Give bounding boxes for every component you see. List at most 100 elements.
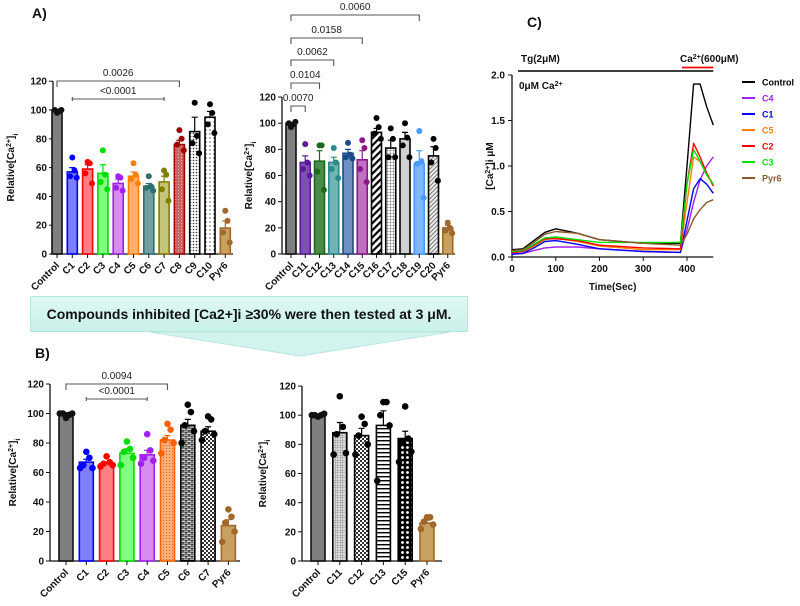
y-tick-label: 20: [285, 527, 297, 538]
data-point: [352, 451, 359, 458]
y-tick-label: 0.5: [491, 207, 505, 218]
data-point: [190, 427, 198, 435]
data-point: [117, 174, 124, 181]
bar-chart-b2: 0 20 40 60 80 100 120 Relative[Ca2+]i Control C11…: [258, 382, 442, 600]
x-tick-label: 0: [509, 264, 515, 275]
bar-control: [285, 122, 297, 255]
data-point: [444, 219, 451, 226]
data-point: [314, 168, 321, 175]
y-tick-label: 80: [265, 145, 277, 156]
data-point: [306, 172, 313, 179]
y-axis-label: Relative[Ca2+]i: [258, 440, 272, 508]
data-point: [426, 513, 434, 521]
y-tick-label: 120: [30, 77, 47, 88]
series-line-c1: [511, 177, 714, 255]
data-point: [140, 454, 148, 462]
legend-label: C1: [762, 110, 774, 120]
y-tick-label: 120: [259, 93, 276, 104]
data-point: [377, 135, 384, 142]
y-tick-label: 120: [27, 380, 44, 391]
bar-c10: [204, 116, 216, 255]
y-tick-label: 20: [36, 221, 48, 232]
data-point: [416, 128, 423, 135]
data-point: [150, 187, 157, 194]
data-point: [342, 154, 349, 161]
data-point: [165, 197, 172, 204]
y-tick-label: 80: [36, 134, 48, 145]
data-point: [398, 438, 406, 445]
data-point: [414, 160, 421, 167]
data-point: [86, 160, 93, 167]
p-value-label: 0.0094: [101, 371, 132, 382]
data-point: [428, 159, 435, 166]
data-point: [196, 150, 203, 157]
x-tick-label: C2: [95, 567, 112, 584]
x-tick-label: C5: [122, 260, 139, 277]
p-value-label: 0.0060: [340, 2, 371, 13]
data-point: [220, 229, 227, 236]
legend-label: C4: [762, 94, 774, 104]
y-tick-label: 2.0: [491, 71, 505, 82]
data-point: [167, 426, 174, 434]
bar-c7: [158, 181, 170, 255]
x-tick-label: C1: [75, 567, 92, 584]
data-point: [402, 120, 408, 127]
data-point: [285, 120, 292, 127]
bar-c15: [397, 437, 414, 562]
data-point: [335, 175, 342, 182]
bar-c1: [78, 461, 95, 562]
data-point: [201, 427, 209, 435]
data-point: [158, 450, 165, 457]
data-point: [442, 227, 449, 234]
data-point: [158, 186, 165, 193]
data-point: [180, 147, 187, 154]
bar-c15: [356, 159, 369, 255]
data-point: [210, 430, 218, 438]
data-point: [207, 416, 215, 423]
data-point: [218, 538, 226, 546]
x-tick-label: C1: [61, 260, 78, 277]
y-tick-label: 0: [270, 250, 276, 261]
data-point: [404, 435, 412, 442]
data-point: [130, 160, 137, 167]
panel-label-b: B): [35, 345, 50, 361]
data-point: [176, 127, 183, 134]
data-point: [328, 165, 335, 172]
data-point: [209, 109, 216, 116]
data-point: [318, 142, 325, 149]
data-point: [333, 430, 341, 438]
bar-chart-a1: 020406080100120Relative[Ca2+]iControlC1C…: [6, 68, 233, 293]
y-tick-label: 0: [290, 557, 296, 568]
data-point: [339, 423, 347, 431]
data-point: [395, 458, 403, 466]
significance-bracket: [85, 397, 148, 401]
error-bar: [380, 410, 387, 426]
data-point: [174, 141, 181, 148]
significance-bracket: [290, 105, 306, 112]
p-value-label: 0.0062: [297, 47, 328, 58]
x-tick-label: Control: [290, 567, 323, 600]
data-point: [211, 130, 218, 137]
x-tick-label: Pyr6: [210, 567, 233, 590]
error-bar: [358, 427, 365, 436]
bar-c5: [159, 439, 176, 562]
p-value-label: 0.0026: [103, 68, 134, 79]
x-tick-label: 400: [679, 264, 696, 275]
tg-label: Tg(2μM): [521, 54, 560, 65]
y-tick-label: 40: [33, 498, 45, 509]
data-point: [103, 452, 110, 460]
data-point: [373, 114, 380, 121]
x-tick-label: C6: [137, 260, 154, 277]
bar-c19: [413, 162, 426, 255]
data-point: [357, 165, 364, 172]
significance-bracket: [290, 59, 335, 66]
data-point: [420, 194, 427, 201]
bar-c1: [66, 171, 79, 255]
legend-label: C5: [762, 126, 774, 136]
data-point: [51, 107, 58, 113]
y-tick-label: 40: [36, 192, 48, 203]
bar-c4: [139, 453, 155, 562]
data-point: [193, 132, 200, 139]
data-point: [178, 439, 185, 447]
y-axis-label: Relative[Ca2+]i: [244, 142, 258, 210]
